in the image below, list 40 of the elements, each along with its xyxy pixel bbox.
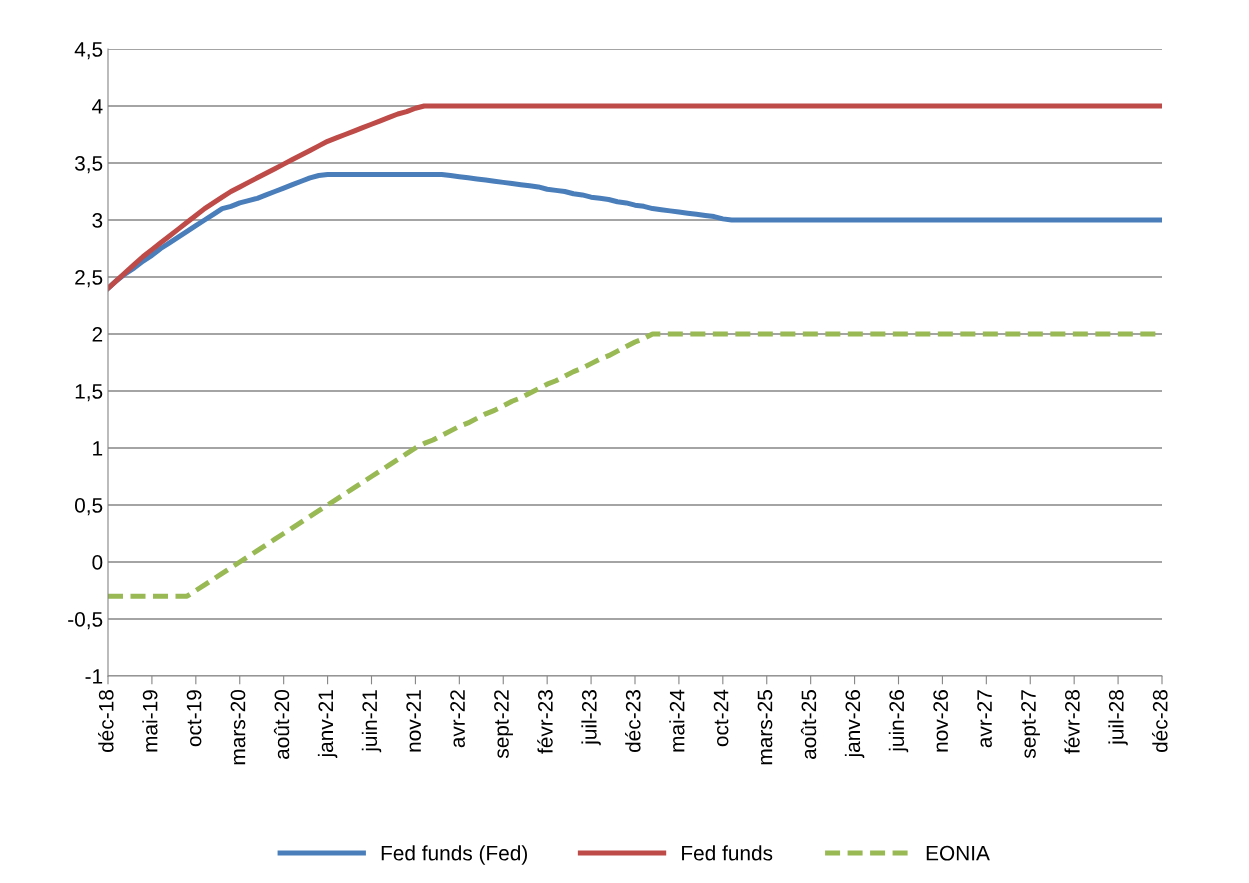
x-tick-label: juil-28 (1108, 690, 1128, 746)
x-tick-label: juin-21 (361, 690, 382, 753)
x-tick-label: mars-25 (757, 690, 773, 765)
x-tick-label: déc-23 (625, 690, 641, 753)
x-tick-label: déc-28 (1152, 690, 1168, 753)
x-tick-label: sept-27 (1021, 690, 1040, 759)
y-tick-label: 1 (93, 441, 103, 456)
x-tick-label: oct-24 (713, 689, 729, 747)
x-tick-label: oct-19 (186, 690, 202, 747)
y-tick-label: 3,5 (74, 156, 103, 174)
y-tick-label: 2 (92, 327, 103, 342)
y-tick-label: 4 (92, 99, 103, 114)
x-tick-label: avr-27 (977, 690, 992, 748)
x-tick-label: nov-26 (933, 690, 949, 752)
x-tick-label: févr-28 (1064, 690, 1080, 754)
legend-label: Fed funds (Fed) (381, 845, 527, 865)
x-tick-label: févr-23 (537, 690, 553, 754)
x-tick-label: nov-21 (406, 690, 422, 752)
y-tick-label: 4,5 (74, 42, 103, 60)
legend-label: Fed funds (682, 845, 773, 861)
x-tick-label: mai-19 (142, 690, 158, 752)
x-tick-label: sept-22 (494, 690, 513, 759)
y-tick-label: 3 (92, 213, 103, 228)
x-tick-label: mai-24 (669, 689, 685, 752)
y-tick-label: 2,5 (75, 270, 103, 288)
y-tick-label: -0,5 (68, 612, 103, 630)
x-tick-label: juin-26 (888, 690, 909, 753)
y-tick-label: 0,5 (74, 498, 103, 516)
x-tick-label: avr-22 (450, 690, 465, 748)
legend-label: EONIA (926, 845, 990, 861)
x-tick-label: juil-23 (581, 690, 601, 746)
x-tick-label: déc-18 (98, 690, 114, 753)
y-tick-label: 0 (92, 555, 103, 570)
x-tick-label: janv-26 (844, 690, 865, 759)
y-tick-label: -1 (85, 669, 103, 684)
x-tick-label: août-25 (800, 690, 817, 759)
y-tick-label: 1,5 (75, 384, 103, 402)
x-tick-label: janv-21 (317, 690, 338, 759)
x-tick-label: mars-20 (230, 690, 246, 765)
x-tick-label: août-20 (273, 690, 290, 759)
